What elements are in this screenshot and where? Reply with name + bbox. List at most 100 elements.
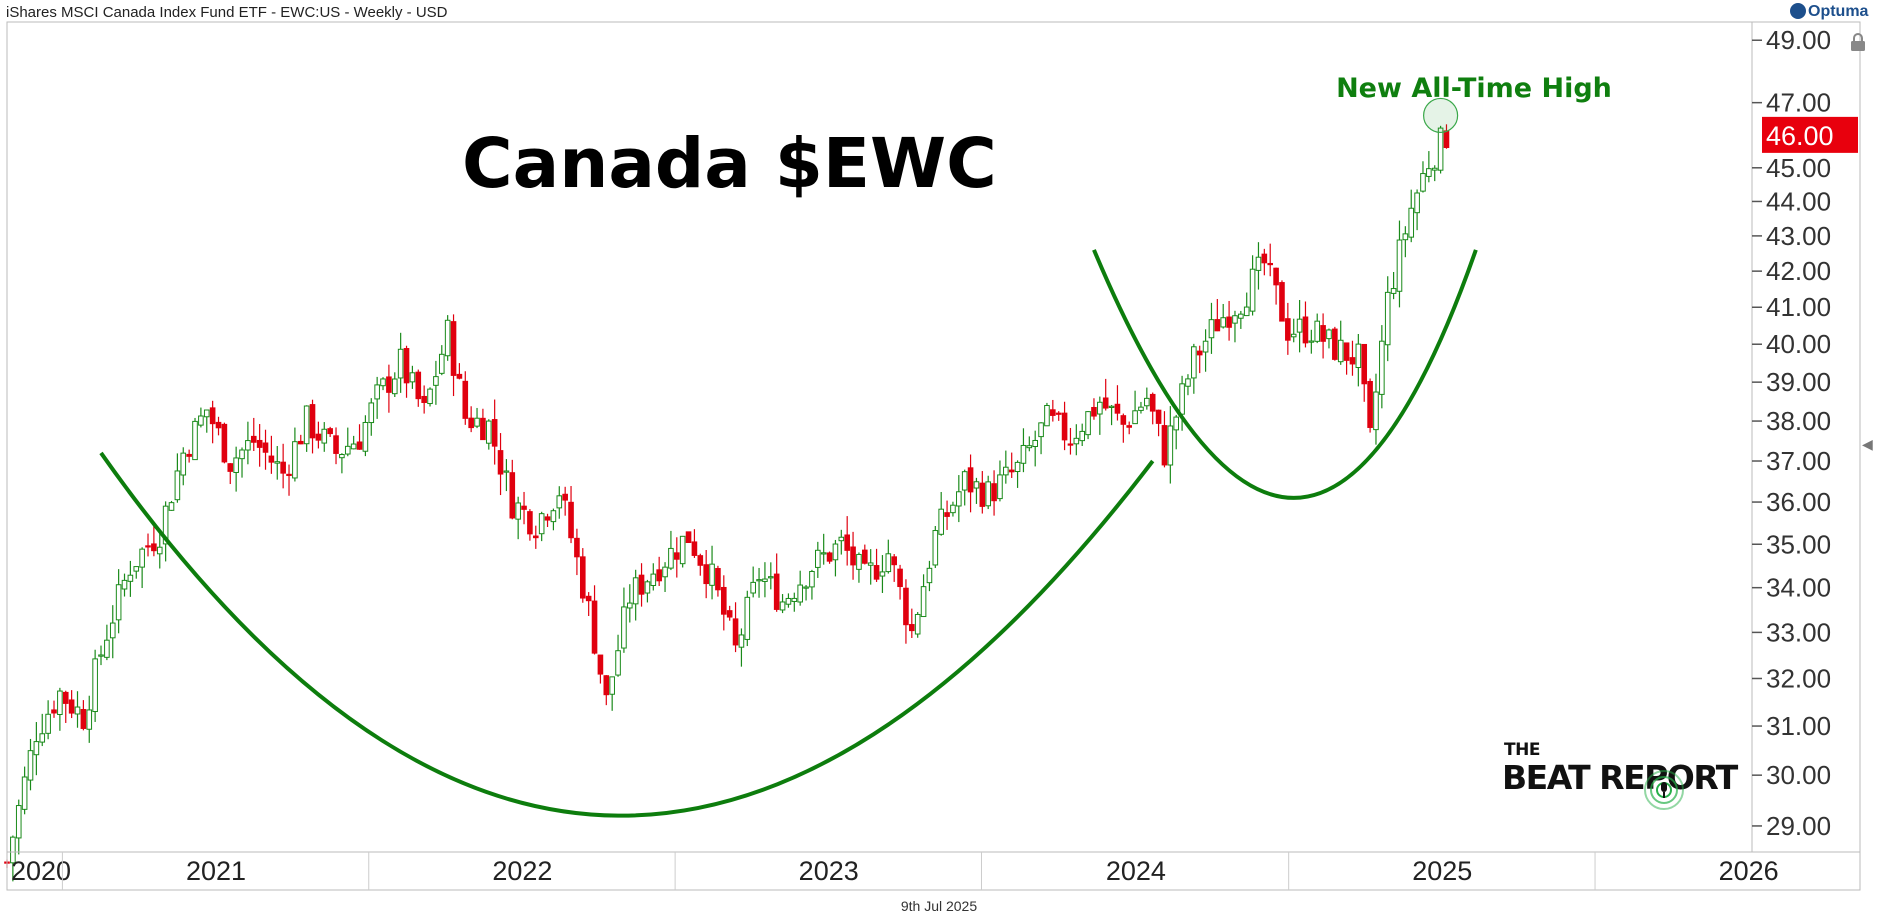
candles-layer	[4, 124, 1450, 882]
candle-up	[550, 510, 557, 523]
candle-down	[209, 407, 216, 425]
candle-up	[1232, 315, 1238, 324]
candle-down	[850, 546, 856, 566]
candle-down	[568, 501, 574, 539]
candle-up	[515, 502, 521, 520]
candle-up	[1026, 445, 1033, 449]
candle-down	[1114, 403, 1121, 414]
y-tick-label: 43.00	[1766, 221, 1831, 251]
candle-down	[1273, 267, 1279, 286]
x-tick-label: 2023	[799, 856, 859, 886]
x-axis-frame	[6, 851, 1861, 891]
candle-down	[51, 709, 57, 714]
candle-up	[679, 535, 686, 565]
candle-up	[791, 597, 798, 602]
candle-down	[532, 535, 539, 539]
candle-down	[697, 555, 704, 566]
pattern-layer	[99, 97, 1478, 818]
candle-up	[961, 471, 968, 491]
candle-up	[950, 504, 956, 514]
candle-up	[444, 319, 451, 357]
candle-up	[973, 481, 980, 489]
y-tick-label: 36.00	[1766, 487, 1831, 517]
candle-up	[10, 836, 16, 864]
candle-down	[456, 373, 463, 379]
candle-up	[709, 563, 715, 586]
candle-down	[521, 505, 527, 510]
y-tick-label: 29.00	[1766, 811, 1831, 841]
y-tick-label: 47.00	[1766, 88, 1831, 118]
candle-up	[997, 474, 1003, 500]
candle-up	[1144, 397, 1150, 407]
candle-up	[1390, 288, 1397, 294]
candle-down	[844, 534, 850, 551]
candle-down	[638, 574, 645, 595]
candle-up	[1290, 333, 1297, 338]
brand-label: Optuma	[1808, 3, 1869, 20]
y-tick-label: 40.00	[1766, 329, 1831, 359]
candle-down	[403, 348, 410, 384]
candle-up	[885, 553, 892, 573]
candle-up	[362, 421, 369, 452]
candle-up	[233, 457, 239, 473]
candle-down	[585, 595, 592, 602]
candle-up	[15, 805, 22, 839]
candle-down	[873, 565, 880, 580]
candle-up	[744, 596, 751, 640]
candle-up	[1167, 425, 1174, 466]
candle-up	[1003, 466, 1009, 476]
x-tick-label: 2021	[186, 856, 246, 886]
candle-up	[1249, 268, 1256, 312]
candle-down	[480, 417, 486, 441]
candle-up	[809, 570, 815, 588]
candle-down	[527, 511, 533, 535]
lock-icon[interactable]	[1850, 32, 1866, 52]
x-tick-label: 2024	[1106, 856, 1166, 886]
candle-up	[380, 378, 386, 387]
candle-down	[386, 376, 392, 393]
candle-down	[186, 453, 192, 457]
candle-up	[556, 495, 563, 509]
candle-up	[292, 441, 298, 479]
candle-down	[227, 463, 234, 472]
candle-down	[151, 543, 157, 552]
candle-up	[438, 353, 445, 374]
candle-up	[1179, 383, 1185, 415]
candle-up	[303, 405, 310, 445]
candle-up	[644, 581, 651, 594]
candle-down	[415, 371, 422, 400]
candle-down	[1349, 357, 1356, 365]
candle-up	[750, 581, 756, 594]
candle-up	[1132, 410, 1138, 425]
candle-down	[286, 473, 292, 477]
candle-down	[591, 600, 598, 654]
candle-down	[656, 569, 662, 582]
y-tick-label: 41.00	[1766, 292, 1831, 322]
candle-up	[932, 530, 939, 566]
chevron-left-icon[interactable]: ◀	[1862, 436, 1873, 452]
candle-down	[356, 441, 363, 450]
candle-down	[1361, 343, 1368, 385]
candle-down	[715, 568, 721, 591]
candle-up	[433, 376, 439, 386]
candle-down	[215, 421, 222, 429]
candle-up	[1044, 405, 1050, 427]
y-tick-label: 33.00	[1766, 617, 1831, 647]
candle-up	[485, 420, 492, 444]
candle-down	[509, 472, 516, 519]
candle-up	[174, 470, 181, 501]
candle-down	[62, 691, 69, 704]
candle-up	[762, 578, 768, 582]
y-tick-label: 44.00	[1766, 186, 1831, 216]
candle-up	[1243, 306, 1250, 317]
candle-down	[1061, 412, 1068, 441]
candle-down	[1055, 412, 1062, 415]
candle-down	[944, 512, 950, 517]
logo-line1: THE	[1504, 740, 1540, 760]
candle-up	[1138, 406, 1144, 411]
candle-up	[1308, 340, 1315, 343]
candle-up	[1426, 168, 1432, 177]
candle-down	[280, 461, 286, 474]
candle-up	[74, 706, 81, 715]
